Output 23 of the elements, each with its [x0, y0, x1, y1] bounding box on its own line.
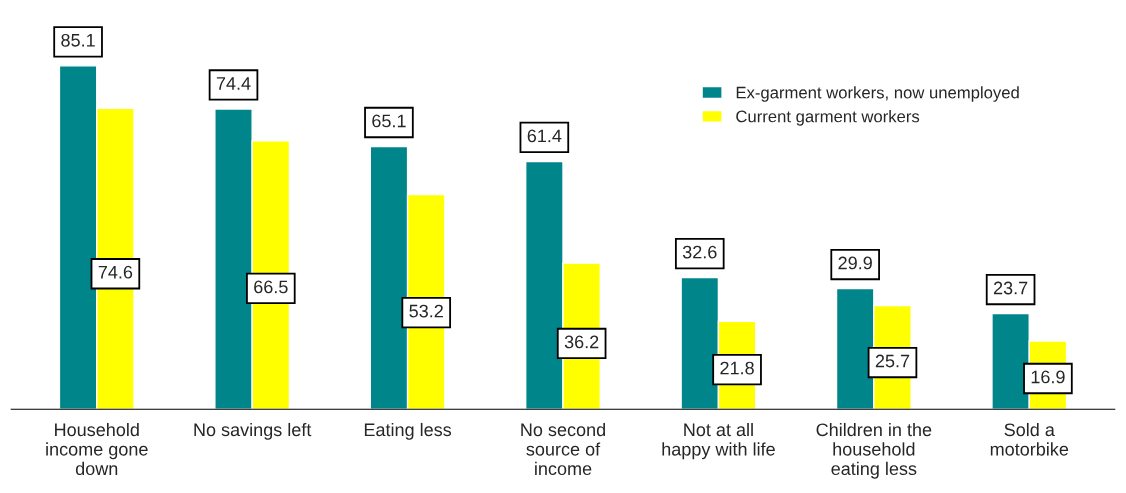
legend-label: Ex-garment workers, now unemployed — [736, 86, 1019, 102]
data-label: 25.7 — [875, 354, 910, 368]
x-tick-label: No second source of income — [521, 422, 605, 476]
data-label: 36.2 — [564, 335, 599, 349]
x-tick-label: Household income gone down — [46, 422, 148, 476]
x-tick-label: Eating less — [364, 422, 452, 440]
data-label: 66.5 — [254, 280, 288, 294]
data-label: 32.6 — [682, 245, 717, 259]
legend-label: Current garment workers — [736, 110, 920, 126]
data-label: 29.9 — [838, 256, 872, 270]
x-tick-label: Sold a motorbike — [990, 422, 1069, 456]
x-tick-label: No savings left — [194, 422, 312, 440]
data-label: 53.2 — [409, 304, 443, 318]
data-label: 65.1 — [372, 114, 406, 128]
data-label: 61.4 — [527, 129, 562, 143]
data-label: 74.6 — [98, 265, 133, 279]
data-label: 23.7 — [993, 281, 1028, 295]
data-label: 21.8 — [720, 361, 754, 375]
data-label: 16.9 — [1031, 370, 1065, 384]
x-tick-label: Children in the household eating less — [816, 422, 932, 479]
data-label: 74.4 — [216, 77, 251, 90]
data-label: 85.1 — [61, 33, 95, 47]
x-tick-label: Not at all happy with life — [662, 422, 775, 460]
